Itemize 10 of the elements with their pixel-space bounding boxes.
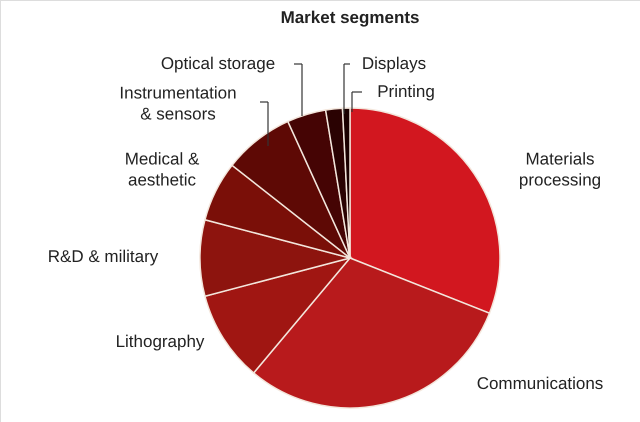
slice-label: Medical & aesthetic [124,150,200,190]
slice-label: Printing [377,82,435,101]
slice-label: R&D & military [48,247,159,266]
chart-title: Market segments [280,8,420,27]
slice-label: Displays [362,54,426,73]
slice-label: Instrumentation & sensors [119,84,237,124]
slice-label: Optical storage [160,54,276,73]
slice-label: Materials processing [518,150,602,190]
slice-label: Communications [476,374,604,393]
slice-label: Lithography [116,332,205,351]
